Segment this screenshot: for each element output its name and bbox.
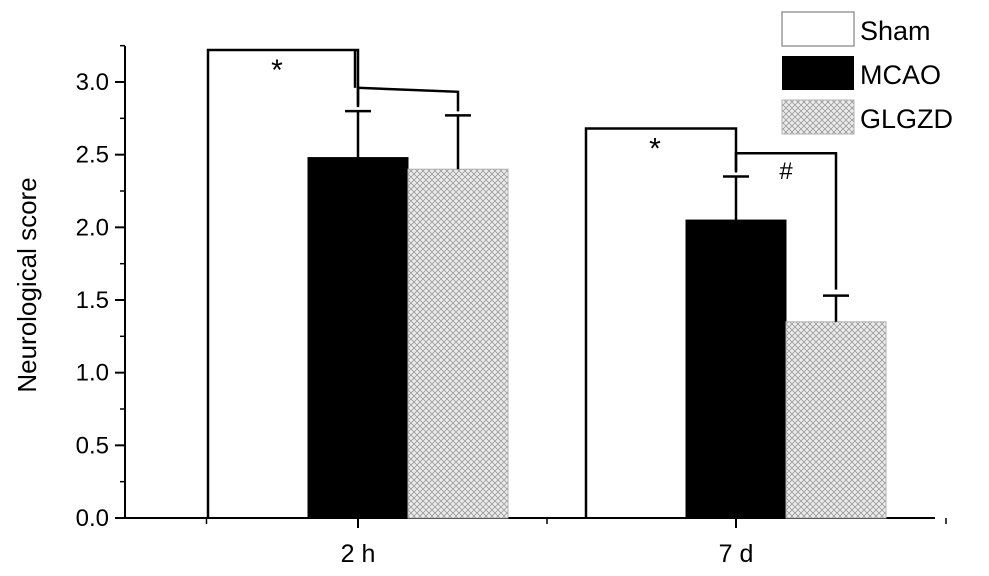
significance-bracket-0 (206, 48, 360, 518)
significance-label-2: # (779, 158, 793, 185)
bar-mcao-1 (685, 219, 787, 519)
y-tick-label-6: 3.0 (76, 69, 109, 96)
y-tick-label-3: 1.5 (76, 287, 109, 314)
x-axis-labels: 2 h 7 d (341, 540, 754, 568)
legend-label-mcao: MCAO (860, 60, 941, 90)
bar-glgzd-1 (785, 321, 887, 519)
y-tick-label-1: 0.5 (76, 432, 109, 459)
legend-swatch-mcao (782, 56, 854, 90)
y-tick-label-4: 2.0 (76, 214, 109, 241)
y-tick-label-5: 2.5 (76, 142, 109, 169)
legend-swatch-glgzd (781, 99, 855, 135)
bar-mcao-0 (307, 157, 409, 519)
legend: Sham MCAO GLGZD (781, 11, 953, 135)
significance-bracket-1 (584, 127, 738, 518)
significance-label-0: * (271, 54, 283, 87)
significance-bracket-2 (734, 151, 838, 290)
y-axis-title: Neurological score (12, 177, 42, 392)
y-tick-label-0: 0.0 (76, 505, 109, 532)
bar-glgzd-0 (407, 168, 509, 519)
x-tick-label-0: 2 h (341, 540, 376, 568)
x-tick-label-1: 7 d (719, 540, 754, 568)
y-tick-label-2: 1.0 (76, 360, 109, 387)
significance-label-1: * (649, 133, 661, 166)
legend-label-glgzd: GLGZD (860, 104, 953, 134)
legend-label-sham: Sham (860, 16, 931, 46)
comparison-bracket-2h (356, 86, 460, 112)
legend-swatch-sham (781, 11, 855, 47)
